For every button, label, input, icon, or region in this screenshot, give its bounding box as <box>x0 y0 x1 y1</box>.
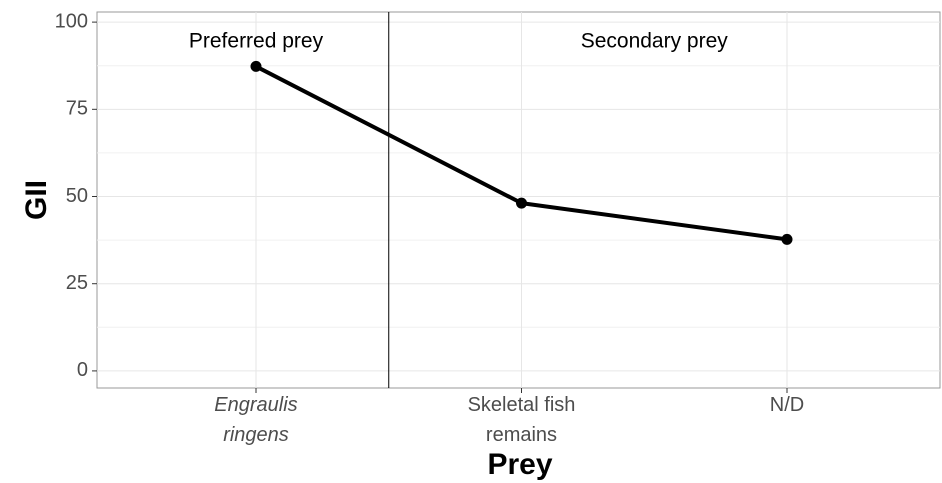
annotation: Secondary prey <box>581 30 729 53</box>
point <box>250 60 262 72</box>
y-tick-label: 0 <box>77 359 88 381</box>
x-tick-label: N/D <box>770 394 804 416</box>
y-tick-label: 75 <box>66 98 88 120</box>
x-tick-label: Skeletal fish remains <box>468 394 576 446</box>
y-tick-label: 50 <box>66 185 88 207</box>
y-tick-label: 100 <box>55 10 88 32</box>
y-axis-title: GII <box>20 180 53 220</box>
x-axis-title: Prey <box>487 448 552 481</box>
x-tick-label: Engraulis ringens <box>214 394 297 446</box>
point <box>516 197 527 209</box>
point <box>781 233 793 245</box>
y-tick-label: 25 <box>66 272 88 294</box>
annotation: Preferred prey <box>189 30 324 53</box>
